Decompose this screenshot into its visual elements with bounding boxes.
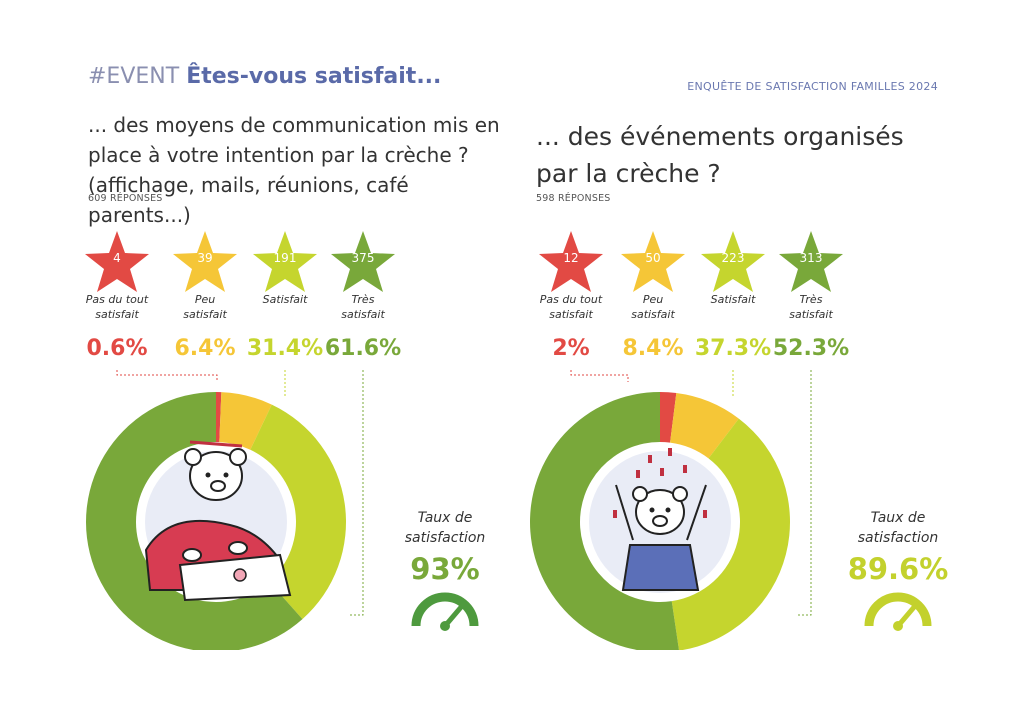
star-dissatisfied: 50 — [618, 228, 688, 298]
percent-label: 2% — [552, 336, 590, 361]
bear-confetti-icon — [584, 446, 736, 598]
star-shape — [779, 231, 843, 292]
percent-label: 52.3% — [772, 336, 850, 361]
star-dissatisfied: 39 — [170, 228, 240, 298]
star-count: 12 — [563, 251, 579, 265]
response-count: 598 RÉPONSES — [536, 193, 611, 204]
slice-tres-satisfait — [530, 392, 679, 650]
star-satisfied: 223 — [698, 228, 768, 298]
slice-peu-satisfait — [219, 392, 272, 450]
star-very-satisfied: 313 — [776, 228, 846, 298]
satisfaction-value: 93% — [410, 552, 480, 586]
slice-peu-satisfait — [670, 393, 739, 459]
chart-panel-events: ... des événements organisés par la crèc… — [528, 110, 968, 710]
leader-lines — [570, 370, 812, 616]
response-count: 609 RÉPONSES — [88, 193, 163, 204]
percent-label: 37.3% — [694, 336, 772, 361]
slice-satisfait — [671, 418, 790, 650]
star-satisfied: 191 — [250, 228, 320, 298]
star-shape — [701, 231, 765, 292]
star-count: 375 — [351, 251, 375, 265]
star-very-satisfied: 375 — [328, 228, 398, 298]
star-count: 313 — [799, 251, 823, 265]
category-label: Pas du tout satisfait — [539, 293, 603, 321]
star-shape — [85, 231, 149, 292]
page-title: Êtes-vous satisfait... — [186, 64, 442, 89]
event-tag: #EVENT — [88, 64, 180, 89]
category-label: Très satisfait — [341, 293, 385, 321]
category-label: Pas du tout satisfait — [85, 293, 149, 321]
satisfaction-rate: Taux de satisfaction 93% — [380, 508, 510, 632]
leader-lines — [116, 370, 364, 616]
star-shape — [331, 231, 395, 292]
satisfaction-value: 89.6% — [847, 552, 949, 586]
category-label: Satisfait — [262, 293, 308, 306]
percent-label: 31.4% — [246, 336, 324, 361]
speedometer-icon — [864, 592, 932, 631]
donut-chart — [86, 370, 364, 650]
donut-chart — [530, 370, 812, 650]
star-shape — [621, 231, 685, 292]
slice-pas-du-tout-satisfait — [216, 392, 222, 443]
star-very-dissatisfied: 4 — [82, 228, 152, 298]
category-label: Peu satisfait — [183, 293, 227, 321]
star-count: 223 — [721, 251, 745, 265]
slice-satisfait — [250, 404, 346, 620]
page-header: #EVENT Êtes-vous satisfait... — [88, 64, 441, 89]
star-count: 39 — [197, 251, 213, 265]
category-label: Peu satisfait — [631, 293, 675, 321]
satisfaction-label: Taux de satisfaction — [857, 510, 939, 546]
speedometer-icon — [411, 592, 479, 631]
percent-label: 61.6% — [324, 336, 402, 361]
bear-at-laptop-icon — [140, 440, 292, 602]
star-count: 4 — [113, 251, 121, 265]
star-count: 191 — [273, 251, 297, 265]
star-very-dissatisfied: 12 — [536, 228, 606, 298]
percent-label: 0.6% — [86, 336, 148, 361]
chart-panel-communication: ... des moyens de communication mis en p… — [80, 110, 520, 710]
category-label: Satisfait — [710, 293, 756, 306]
star-shape — [173, 231, 237, 292]
percent-label: 8.4% — [622, 336, 684, 361]
category-label: Très satisfait — [789, 293, 833, 321]
percent-label: 6.4% — [174, 336, 236, 361]
survey-title: ENQUÊTE DE SATISFACTION FAMILLES 2024 — [687, 80, 938, 93]
slice-tres-satisfait — [86, 392, 303, 650]
question-title: ... des événements organisés par la crèc… — [536, 122, 904, 188]
question-title: ... des moyens de communication mis en p… — [88, 113, 500, 227]
star-count: 50 — [645, 251, 661, 265]
star-shape — [253, 231, 317, 292]
satisfaction-label: Taux de satisfaction — [404, 510, 486, 546]
slice-pas-du-tout-satisfait — [660, 392, 677, 443]
star-shape — [539, 231, 603, 292]
satisfaction-rate: Taux de satisfaction 89.6% — [833, 508, 963, 632]
